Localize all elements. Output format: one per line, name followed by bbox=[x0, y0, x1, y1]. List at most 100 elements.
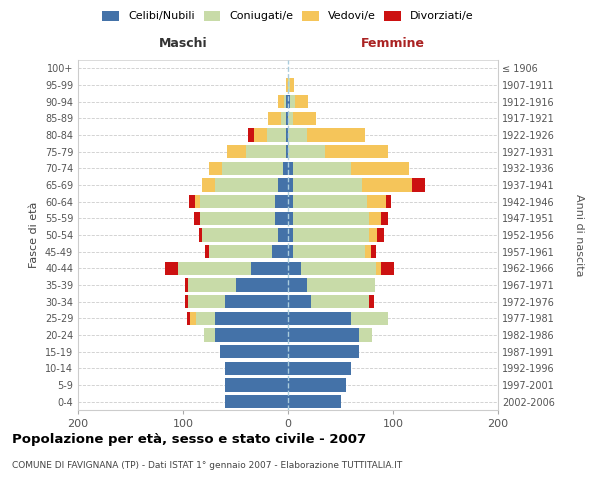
Bar bbox=[288, 78, 290, 92]
Bar bbox=[288, 362, 351, 375]
Bar bbox=[185, 295, 188, 308]
Bar bbox=[200, 195, 275, 208]
Legend: Celibi/Nubili, Coniugati/e, Vedovi/e, Divorziati/e: Celibi/Nubili, Coniugati/e, Vedovi/e, Di… bbox=[103, 10, 473, 22]
Bar bbox=[377, 228, 383, 241]
Bar bbox=[288, 178, 293, 192]
Bar bbox=[288, 195, 293, 208]
Bar bbox=[188, 278, 235, 291]
Bar bbox=[225, 395, 288, 408]
Bar bbox=[246, 145, 286, 158]
Bar bbox=[367, 195, 386, 208]
Bar bbox=[248, 128, 254, 141]
Bar bbox=[200, 212, 275, 225]
Bar bbox=[165, 262, 178, 275]
Bar bbox=[293, 195, 367, 208]
Bar bbox=[365, 245, 371, 258]
Bar bbox=[311, 295, 369, 308]
Bar bbox=[209, 162, 222, 175]
Bar bbox=[293, 112, 316, 125]
Bar bbox=[288, 112, 293, 125]
Bar bbox=[204, 328, 215, 342]
Bar bbox=[227, 145, 246, 158]
Bar bbox=[268, 112, 281, 125]
Bar bbox=[275, 195, 288, 208]
Bar bbox=[376, 262, 382, 275]
Text: Femmine: Femmine bbox=[361, 37, 425, 50]
Bar bbox=[286, 128, 288, 141]
Bar bbox=[288, 328, 359, 342]
Bar bbox=[386, 195, 391, 208]
Bar bbox=[361, 178, 412, 192]
Bar bbox=[272, 245, 288, 258]
Bar bbox=[290, 95, 295, 108]
Bar bbox=[369, 228, 377, 241]
Bar bbox=[288, 245, 293, 258]
Bar bbox=[412, 178, 425, 192]
Bar bbox=[382, 262, 394, 275]
Bar bbox=[205, 245, 209, 258]
Bar bbox=[359, 328, 372, 342]
Bar bbox=[187, 312, 190, 325]
Bar bbox=[288, 212, 293, 225]
Bar bbox=[199, 228, 202, 241]
Bar bbox=[283, 162, 288, 175]
Bar bbox=[286, 78, 288, 92]
Bar bbox=[371, 245, 376, 258]
Bar bbox=[275, 212, 288, 225]
Bar bbox=[178, 262, 251, 275]
Bar bbox=[286, 112, 288, 125]
Bar bbox=[281, 112, 286, 125]
Bar bbox=[202, 228, 277, 241]
Bar bbox=[209, 245, 272, 258]
Bar bbox=[307, 278, 375, 291]
Bar bbox=[288, 95, 290, 108]
Bar bbox=[277, 228, 288, 241]
Bar bbox=[254, 128, 267, 141]
Bar bbox=[190, 195, 194, 208]
Bar bbox=[284, 95, 286, 108]
Bar bbox=[225, 378, 288, 392]
Bar bbox=[293, 212, 369, 225]
Bar bbox=[351, 312, 388, 325]
Bar bbox=[369, 295, 374, 308]
Bar bbox=[288, 345, 359, 358]
Bar bbox=[185, 278, 188, 291]
Bar bbox=[293, 178, 361, 192]
Bar bbox=[288, 128, 307, 141]
Bar bbox=[293, 228, 369, 241]
Bar bbox=[293, 245, 365, 258]
Bar bbox=[277, 95, 284, 108]
Bar bbox=[215, 312, 288, 325]
Bar bbox=[288, 295, 311, 308]
Bar bbox=[194, 195, 200, 208]
Bar bbox=[267, 128, 286, 141]
Bar bbox=[220, 345, 288, 358]
Bar bbox=[325, 145, 388, 158]
Bar bbox=[307, 128, 365, 141]
Bar bbox=[235, 278, 288, 291]
Y-axis label: Anni di nascita: Anni di nascita bbox=[574, 194, 584, 276]
Bar bbox=[225, 362, 288, 375]
Bar bbox=[369, 212, 382, 225]
Bar bbox=[288, 262, 301, 275]
Bar bbox=[286, 145, 288, 158]
Bar bbox=[222, 162, 283, 175]
Bar bbox=[193, 212, 200, 225]
Bar bbox=[225, 295, 288, 308]
Bar bbox=[351, 162, 409, 175]
Bar bbox=[301, 262, 376, 275]
Bar bbox=[188, 295, 225, 308]
Bar bbox=[251, 262, 288, 275]
Bar bbox=[288, 395, 341, 408]
Bar bbox=[288, 278, 307, 291]
Bar bbox=[277, 178, 288, 192]
Bar bbox=[202, 178, 215, 192]
Bar bbox=[295, 95, 308, 108]
Y-axis label: Fasce di età: Fasce di età bbox=[29, 202, 39, 268]
Bar bbox=[215, 178, 277, 192]
Bar bbox=[288, 312, 351, 325]
Bar bbox=[293, 162, 351, 175]
Bar bbox=[288, 378, 346, 392]
Text: Popolazione per età, sesso e stato civile - 2007: Popolazione per età, sesso e stato civil… bbox=[12, 432, 366, 446]
Bar bbox=[382, 212, 388, 225]
